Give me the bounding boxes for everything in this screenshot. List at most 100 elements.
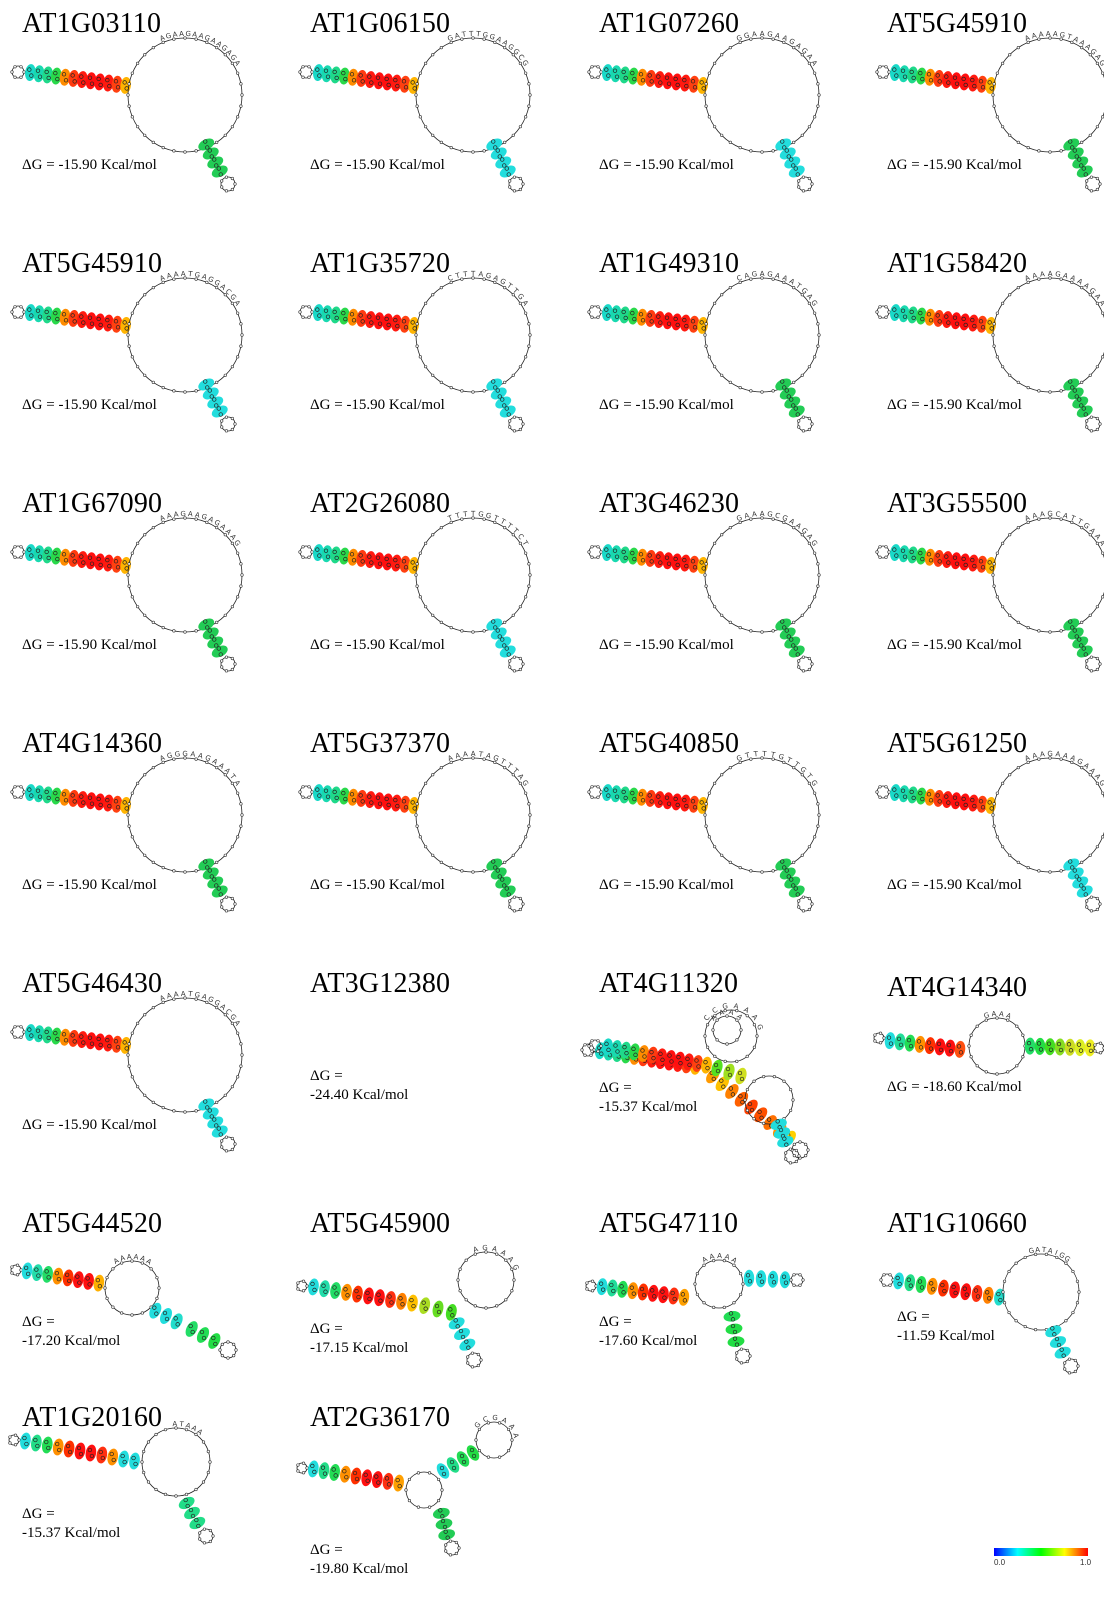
nucleotide-mark: [424, 125, 428, 129]
nucleotide-mark: [792, 1154, 796, 1158]
nucleotide-letter: A: [1024, 34, 1032, 43]
nucleotide-mark: [958, 1050, 964, 1055]
structure-panel: A G A A G A A G A A G A G A AT1G03110 ΔG = -15.90 Kcal/…: [0, 0, 276, 224]
nucleotide-mark: [310, 70, 314, 74]
nucleotide-mark: [440, 1514, 445, 1519]
nucleotide-mark: [216, 646, 221, 651]
nucleotide-mark: [143, 773, 147, 777]
base-pair-mark: [20, 1432, 31, 1450]
nucleotide-mark: [1070, 385, 1075, 390]
nucleotide-mark: [332, 789, 337, 795]
nucleotide-mark: [35, 308, 41, 313]
nucleotide-letter: A: [1048, 270, 1053, 278]
nucleotide-mark: [1088, 613, 1092, 617]
nucleotide-mark: [954, 801, 960, 806]
nucleotide-mark: [970, 77, 975, 83]
nucleotide-mark: [991, 93, 995, 97]
nucleotide-mark: [439, 380, 443, 384]
nucleotide-mark: [875, 550, 879, 554]
main-stem: [25, 544, 131, 574]
nucleotide-mark: [967, 1044, 971, 1048]
nucleotide-mark: [163, 1492, 168, 1496]
nucleotide-mark: [987, 1296, 992, 1301]
nucleotide-mark: [464, 1258, 468, 1262]
nucleotide-mark: [1088, 373, 1092, 377]
nucleotide-mark: [127, 1042, 131, 1046]
nucleotide-mark: [410, 560, 415, 565]
nucleotide-mark: [623, 795, 628, 801]
nucleotide-mark: [46, 555, 51, 561]
nucleotide-letter: G: [1058, 1251, 1067, 1261]
free-energy-label: ΔG = -18.60 Kcal/mol: [887, 1078, 1022, 1097]
nucleotide-mark: [354, 1288, 359, 1294]
nucleotide-mark: [658, 320, 663, 325]
nucleotide-mark: [622, 1045, 627, 1050]
nucleotide-mark: [919, 1285, 925, 1290]
nucleotide-mark: [127, 824, 131, 828]
structure-panel: G T T T T G T T G T G AT5G40850 ΔG = -15.90 Kcal/mol: [577, 720, 853, 944]
nucleotide-mark: [46, 75, 51, 81]
gene-id-label: AT2G26080: [310, 488, 451, 519]
nucleotide-letter: A: [730, 1256, 739, 1265]
base-pair-mark: [954, 1040, 966, 1058]
nucleotide-mark: [115, 1045, 121, 1050]
nucleotide-mark: [183, 276, 187, 280]
nucleotide-letter: A: [1097, 299, 1104, 307]
nucleotide-mark: [715, 1018, 719, 1022]
nucleotide-mark: [205, 760, 209, 764]
nucleotide-letter: A: [1093, 53, 1102, 62]
nucleotide-mark: [642, 1054, 647, 1059]
nucleotide-mark: [794, 1159, 798, 1164]
nucleotide-mark: [992, 104, 996, 108]
nucleotide-mark: [511, 533, 515, 537]
base-pair-mark: [725, 1084, 739, 1099]
base-pair-mark: [459, 1338, 476, 1351]
nucleotide-mark: [1083, 892, 1088, 897]
nucleotide-mark: [398, 1296, 403, 1301]
base-pair-mark: [1076, 405, 1093, 418]
nucleotide-mark: [728, 286, 732, 290]
secondary-structure-drawing: G A T A IGG: [879, 1246, 1081, 1375]
nucleotide-mark: [596, 555, 600, 559]
nucleotide-mark: [647, 313, 652, 318]
base-pair-mark: [202, 387, 219, 400]
nucleotide-mark: [415, 584, 419, 588]
nucleotide-mark: [1081, 166, 1086, 171]
base-pair-mark: [490, 867, 507, 880]
nucleotide-mark: [928, 798, 934, 803]
nucleotide-mark: [105, 797, 110, 803]
nucleotide-letter: T: [462, 270, 469, 279]
nucleotide-mark: [190, 1329, 195, 1335]
nucleotide-mark: [712, 1259, 716, 1263]
nucleotide-letter: A: [1093, 532, 1102, 541]
nucleotide-mark: [384, 76, 389, 82]
nucleotide-mark: [301, 1471, 306, 1475]
nucleotide-mark: [1070, 865, 1075, 870]
main-stem: [890, 784, 996, 814]
nucleotide-mark: [223, 1013, 227, 1017]
nucleotide-mark: [596, 1039, 600, 1043]
nucleotide-mark: [223, 1093, 227, 1097]
nucleotide-mark: [130, 791, 134, 795]
nucleotide-mark: [209, 634, 214, 639]
nucleotide-mark: [387, 1294, 392, 1299]
nucleotide-mark: [816, 104, 820, 108]
nucleotide-mark: [224, 909, 229, 913]
free-energy-label: ΔG = -15.90 Kcal/mol: [599, 156, 734, 175]
nucleotide-mark: [728, 46, 732, 50]
nucleotide-mark: [1064, 1319, 1068, 1323]
nucleotide-mark: [682, 317, 687, 323]
nucleotide-mark: [801, 189, 806, 193]
nucleotide-mark: [53, 790, 58, 796]
nucleotide-mark: [1037, 37, 1041, 41]
nucleotide-mark: [72, 799, 77, 804]
nucleotide-mark: [1085, 425, 1089, 429]
nucleotide-mark: [995, 1016, 999, 1020]
nucleotide-mark: [236, 595, 240, 599]
nucleotide-mark: [1008, 293, 1012, 297]
gene-id-label: AT5G46430: [22, 968, 163, 999]
loop-backbone: [405, 1471, 443, 1509]
